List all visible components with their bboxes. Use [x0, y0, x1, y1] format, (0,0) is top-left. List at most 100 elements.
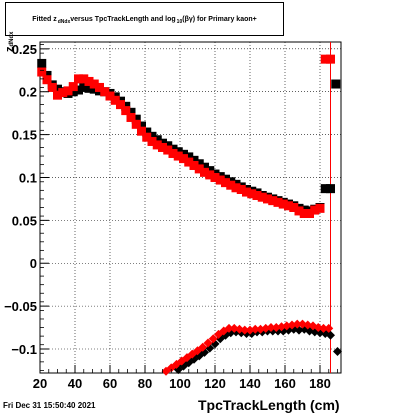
- data-point: [194, 164, 204, 174]
- data-point: [158, 142, 167, 152]
- data-point: [53, 90, 62, 100]
- data-point: [121, 106, 131, 116]
- data-point: [131, 119, 141, 129]
- y-tick-label: −0.05: [4, 299, 37, 314]
- data-point: [257, 192, 267, 202]
- data-point: [163, 145, 173, 155]
- title-sub2: 10: [176, 19, 183, 25]
- data-point: [236, 184, 246, 194]
- x-tick-label: 180: [309, 376, 331, 391]
- x-tick-label: 140: [239, 376, 261, 391]
- data-point: [53, 84, 62, 94]
- x-tick-label: 80: [138, 376, 152, 391]
- y-tick-label: 0.2: [19, 85, 37, 100]
- x-tick-label: 100: [169, 376, 191, 391]
- data-point: [95, 82, 104, 92]
- y-tick-label: 0.1: [19, 170, 37, 185]
- data-point: [319, 323, 328, 333]
- x-tick-label: 20: [33, 376, 47, 391]
- data-point: [315, 203, 325, 213]
- data-point: [173, 151, 183, 161]
- data-point: [278, 199, 288, 209]
- data-point: [100, 87, 110, 97]
- data-point: [184, 157, 194, 167]
- data-point: [79, 74, 89, 84]
- data-point: [250, 324, 260, 334]
- data-point: [326, 184, 335, 194]
- data-point: [273, 197, 283, 207]
- data-point: [305, 209, 314, 219]
- data-point: [200, 162, 209, 172]
- y-tick-label: 0.05: [12, 213, 37, 228]
- data-point: [79, 82, 89, 92]
- data-point: [268, 196, 278, 206]
- data-point: [142, 132, 152, 142]
- data-point: [326, 54, 335, 64]
- x-axis-label: TpcTrackLength (cm): [198, 397, 340, 413]
- data-point: [152, 135, 162, 145]
- data-point: [320, 184, 330, 194]
- data-point: [294, 206, 304, 216]
- data-point: [231, 183, 241, 193]
- data-point: [226, 180, 236, 190]
- x-tick-label: 160: [274, 376, 296, 391]
- data-point: [126, 107, 136, 117]
- x-tick-label: 60: [103, 376, 117, 391]
- data-point: [198, 342, 208, 352]
- title-middle: versus TpcTrackLength and log: [70, 15, 176, 23]
- data-point: [152, 140, 162, 150]
- data-point: [210, 172, 220, 182]
- data-point: [147, 136, 157, 146]
- data-point: [189, 160, 199, 170]
- data-point: [292, 319, 302, 329]
- chart-title: Fitted z dNdx versus TpcTrackLength and …: [5, 2, 284, 36]
- y-axis-label-main: z: [4, 46, 16, 53]
- data-point: [74, 74, 83, 84]
- data-point: [84, 83, 94, 93]
- data-point: [326, 330, 335, 340]
- data-point: [142, 127, 152, 137]
- data-point: [289, 203, 299, 212]
- data-point: [74, 85, 83, 95]
- data-point: [215, 175, 225, 185]
- y-tick-label: 0.15: [12, 128, 37, 143]
- data-point: [200, 167, 209, 177]
- title-sub1: dNdx: [57, 19, 71, 25]
- data-point: [147, 131, 157, 141]
- data-point: [240, 325, 250, 335]
- data-point: [205, 170, 215, 180]
- data-point: [310, 205, 320, 215]
- data-point: [221, 178, 230, 188]
- datestamp: Fri Dec 31 15:50:40 2021: [3, 401, 96, 410]
- y-axis-label-sub: dNdx: [9, 31, 15, 47]
- data-point: [131, 114, 141, 124]
- data-point: [89, 79, 99, 89]
- data-point: [320, 54, 330, 64]
- data-point: [299, 209, 309, 219]
- data-point: [168, 148, 178, 158]
- data-point: [224, 323, 234, 333]
- data-point: [179, 154, 188, 164]
- data-point: [110, 95, 120, 105]
- data-point: [284, 201, 293, 211]
- title-prefix: Fitted z: [32, 15, 57, 23]
- data-point: [242, 187, 251, 197]
- data-point: [247, 189, 257, 199]
- data-point: [89, 84, 99, 94]
- data-point: [68, 82, 78, 92]
- data-point: [116, 100, 125, 110]
- data-point: [105, 91, 115, 101]
- data-point: [331, 79, 341, 89]
- data-point: [194, 159, 204, 169]
- data-point: [42, 75, 52, 85]
- data-point: [84, 76, 94, 86]
- data-point: [47, 82, 57, 92]
- data-point: [68, 87, 78, 97]
- data-point: [37, 67, 47, 77]
- data-point: [137, 121, 146, 131]
- y-axis-label: zdNdx: [4, 32, 16, 53]
- y-tick-label: 0: [30, 256, 37, 271]
- data-point: [189, 155, 199, 165]
- data-point: [184, 152, 194, 162]
